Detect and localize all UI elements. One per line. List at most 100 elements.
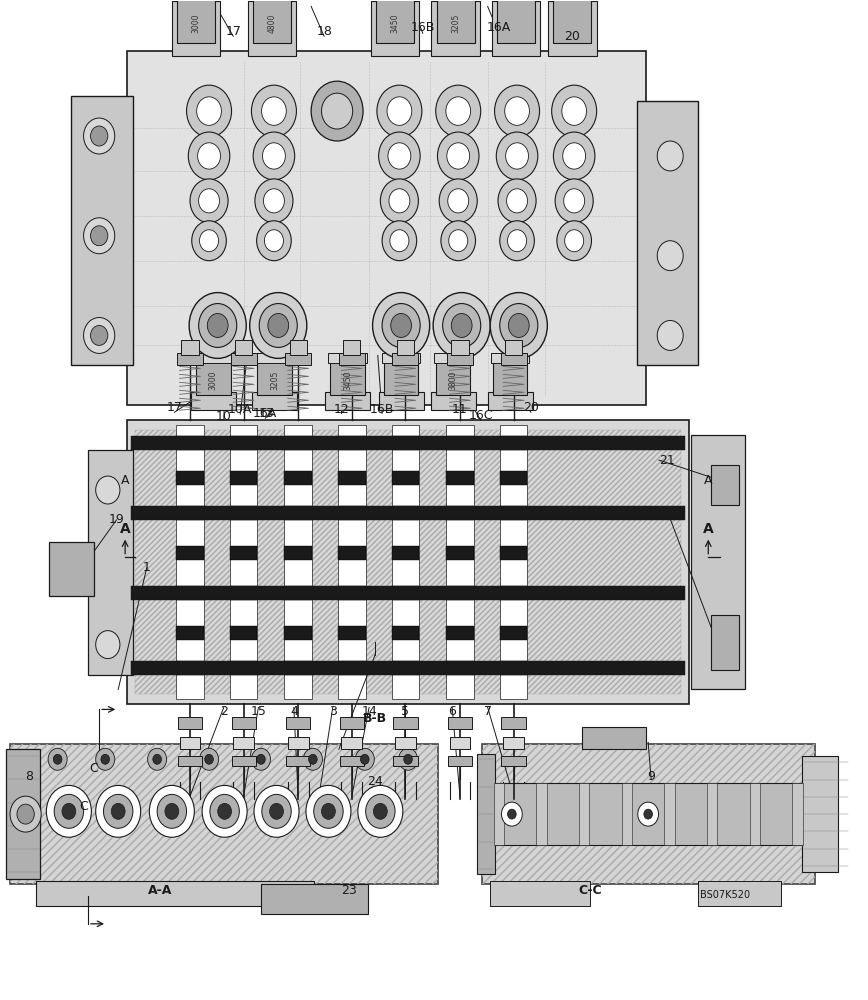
- Bar: [391, 506, 419, 520]
- Circle shape: [496, 132, 538, 180]
- Circle shape: [200, 748, 219, 770]
- Circle shape: [644, 809, 653, 819]
- Circle shape: [565, 230, 583, 252]
- Text: 3450: 3450: [391, 14, 399, 33]
- Circle shape: [355, 748, 374, 770]
- Text: 16B: 16B: [411, 21, 435, 34]
- Bar: [231, 353, 257, 365]
- Bar: [338, 661, 365, 675]
- Circle shape: [358, 785, 403, 837]
- Bar: [446, 436, 474, 450]
- Bar: [285, 626, 312, 640]
- Bar: [285, 425, 312, 699]
- Bar: [491, 353, 529, 363]
- Circle shape: [439, 179, 477, 223]
- Bar: [391, 546, 419, 560]
- Circle shape: [306, 785, 351, 837]
- Bar: [176, 626, 204, 640]
- Text: 1: 1: [143, 561, 151, 574]
- Text: C-C: C-C: [579, 884, 602, 897]
- Circle shape: [253, 132, 295, 180]
- Text: A: A: [121, 474, 129, 487]
- Circle shape: [210, 794, 240, 828]
- Bar: [384, 360, 418, 395]
- Bar: [436, 360, 470, 395]
- Text: 17: 17: [226, 25, 241, 38]
- Bar: [256, 353, 294, 363]
- Bar: [341, 737, 362, 749]
- Circle shape: [557, 221, 591, 261]
- Circle shape: [562, 143, 586, 169]
- Bar: [448, 756, 472, 766]
- Bar: [338, 436, 365, 450]
- Bar: [431, 392, 476, 410]
- Bar: [582, 727, 647, 749]
- Text: 23: 23: [341, 884, 357, 897]
- Circle shape: [53, 754, 62, 764]
- Text: 16A: 16A: [253, 407, 278, 420]
- Bar: [176, 425, 204, 699]
- Bar: [176, 661, 204, 675]
- Circle shape: [149, 785, 194, 837]
- Text: 3: 3: [329, 705, 337, 718]
- Bar: [338, 586, 365, 600]
- Bar: [343, 340, 360, 355]
- Circle shape: [508, 230, 527, 252]
- Bar: [253, 0, 292, 43]
- Bar: [446, 546, 474, 560]
- Circle shape: [83, 318, 115, 353]
- Bar: [230, 546, 258, 560]
- Circle shape: [378, 132, 420, 180]
- Circle shape: [148, 748, 167, 770]
- Text: 3205: 3205: [451, 14, 460, 33]
- Circle shape: [437, 132, 479, 180]
- Bar: [434, 353, 472, 363]
- Circle shape: [218, 803, 232, 819]
- Bar: [500, 586, 528, 600]
- Circle shape: [556, 179, 593, 223]
- Circle shape: [377, 85, 422, 137]
- Bar: [490, 881, 590, 906]
- Circle shape: [495, 85, 540, 137]
- Bar: [502, 717, 526, 729]
- Circle shape: [270, 803, 284, 819]
- Bar: [502, 756, 526, 766]
- Circle shape: [192, 221, 227, 261]
- Bar: [338, 506, 365, 520]
- Circle shape: [83, 118, 115, 154]
- Text: 6: 6: [448, 705, 456, 718]
- Bar: [285, 586, 312, 600]
- Bar: [285, 471, 312, 485]
- Circle shape: [46, 785, 91, 837]
- Circle shape: [202, 785, 247, 837]
- Circle shape: [380, 179, 418, 223]
- Text: 3000: 3000: [209, 371, 218, 390]
- Bar: [248, 1, 297, 56]
- Bar: [446, 586, 474, 600]
- Circle shape: [95, 631, 120, 659]
- Bar: [196, 360, 231, 395]
- Bar: [288, 737, 308, 749]
- Bar: [711, 615, 739, 670]
- Bar: [395, 737, 416, 749]
- Text: 13: 13: [260, 407, 275, 420]
- Bar: [127, 51, 646, 405]
- Bar: [437, 0, 475, 43]
- Text: A: A: [704, 474, 713, 487]
- Circle shape: [199, 189, 220, 213]
- Circle shape: [189, 293, 247, 358]
- Circle shape: [264, 189, 285, 213]
- Bar: [230, 661, 258, 675]
- Bar: [131, 661, 685, 675]
- Bar: [180, 737, 201, 749]
- Text: A-A: A-A: [148, 884, 172, 897]
- Circle shape: [441, 221, 476, 261]
- Circle shape: [507, 189, 528, 213]
- Bar: [230, 436, 258, 450]
- Bar: [482, 744, 815, 884]
- Circle shape: [165, 803, 179, 819]
- Text: 4: 4: [290, 705, 298, 718]
- Text: C: C: [79, 800, 88, 813]
- Bar: [286, 756, 310, 766]
- Text: C: C: [89, 762, 98, 775]
